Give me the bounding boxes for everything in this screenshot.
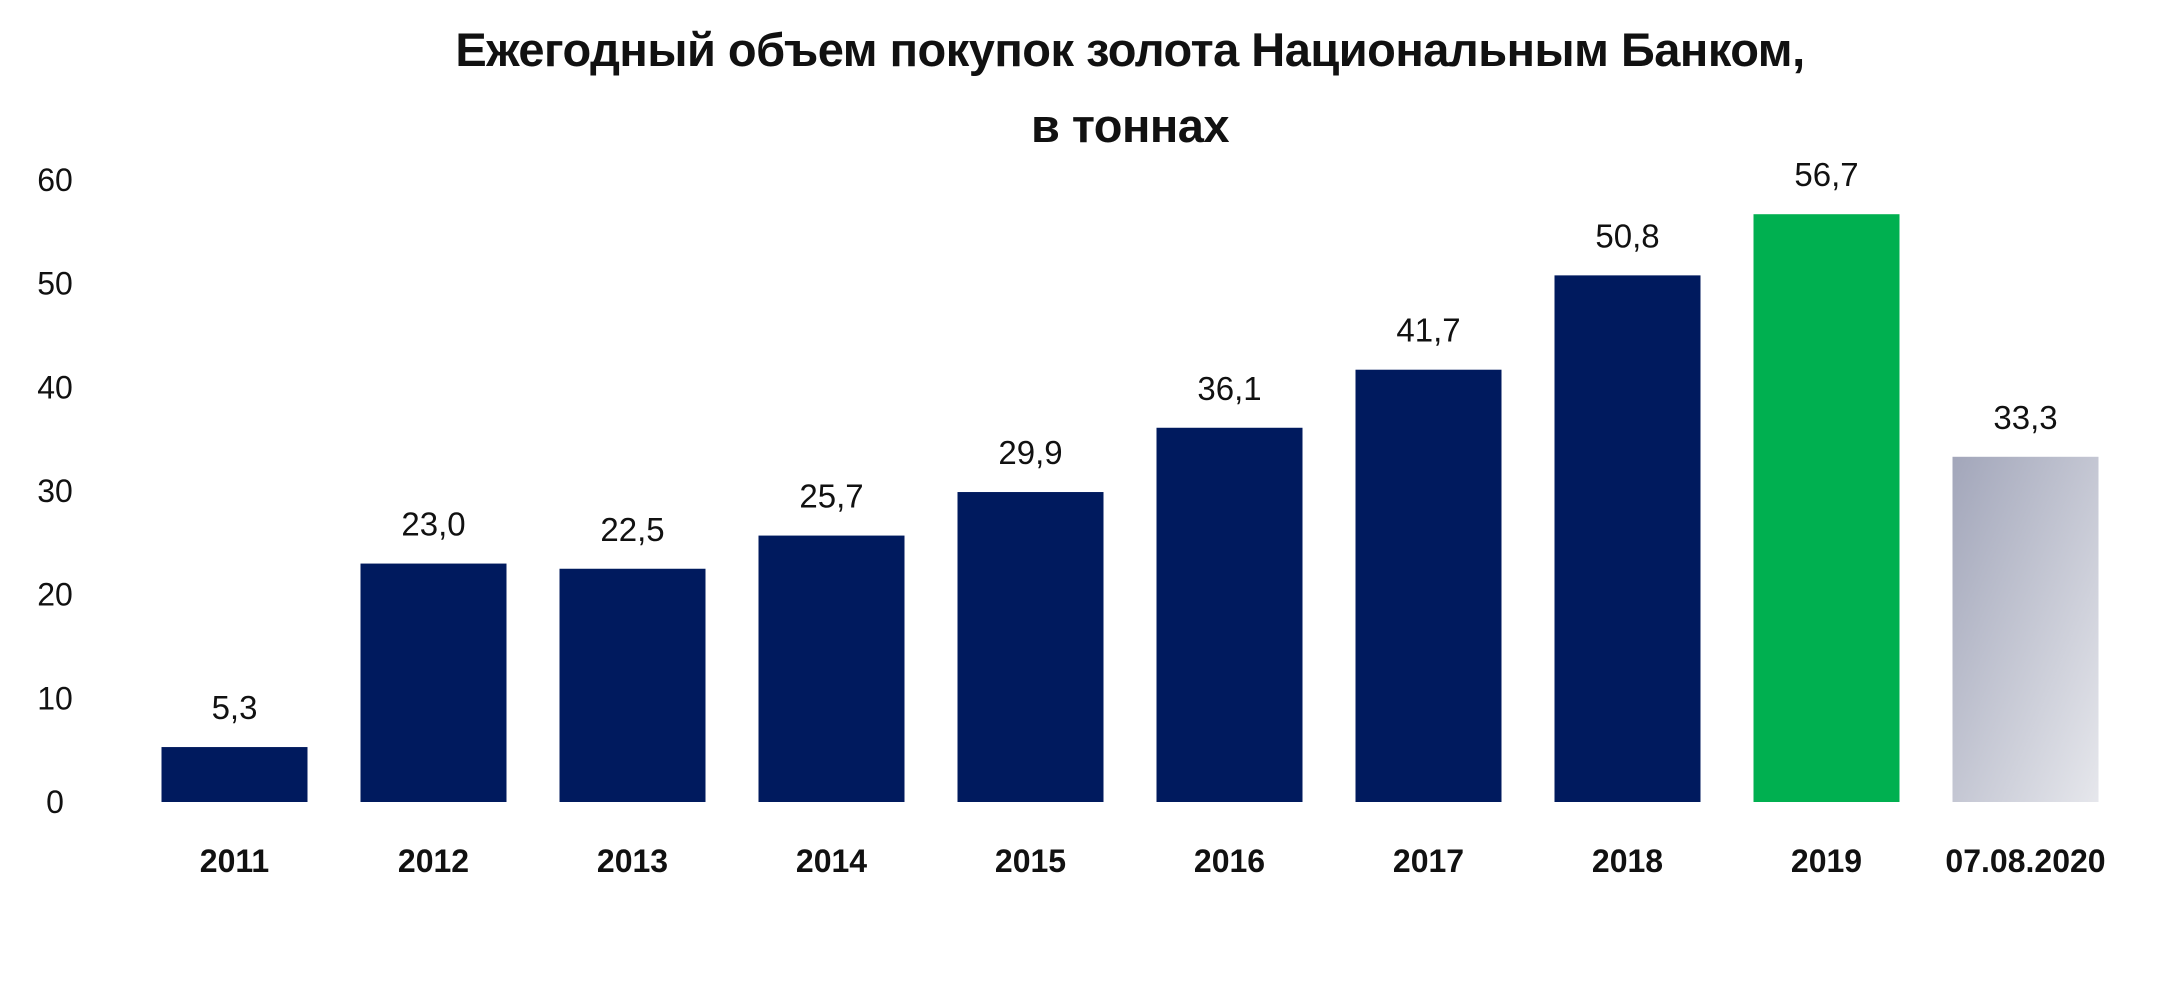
value-labels: 5,3 23,0 22,5 25,7 29,9 36,1 41,7 50,8 56,7 33,3 xyxy=(212,156,2058,726)
data-label: 56,7 xyxy=(1794,156,1858,193)
data-label: 33,3 xyxy=(1993,399,2057,436)
y-tick-label: 50 xyxy=(37,266,73,302)
x-tick-label: 2017 xyxy=(1393,843,1464,879)
bar xyxy=(161,747,308,802)
bar xyxy=(559,568,706,802)
x-tick-label: 2019 xyxy=(1791,843,1862,879)
x-tick-label: 2011 xyxy=(200,843,269,879)
x-tick-label: 2012 xyxy=(398,843,469,879)
x-tick-label: 2016 xyxy=(1194,843,1265,879)
y-tick-label: 20 xyxy=(37,577,73,613)
data-label: 41,7 xyxy=(1396,312,1460,349)
bar xyxy=(360,563,507,802)
x-tick-label: 2018 xyxy=(1592,843,1663,879)
y-tick-label: 0 xyxy=(46,784,64,820)
y-tick-label: 30 xyxy=(37,473,73,509)
bar xyxy=(1554,275,1701,803)
bar xyxy=(1156,427,1303,802)
x-axis: 2011 2012 2013 2014 2015 2016 2017 2018 2019 07.0… xyxy=(200,843,2106,879)
bar xyxy=(758,535,905,802)
data-label: 50,8 xyxy=(1595,217,1659,254)
x-tick-label: 2013 xyxy=(597,843,668,879)
bar xyxy=(1753,214,1900,802)
data-label: 25,7 xyxy=(799,478,863,515)
x-tick-label: 2014 xyxy=(796,843,867,879)
data-label: 29,9 xyxy=(998,434,1062,471)
bar xyxy=(1952,456,2099,802)
x-tick-label: 07.08.2020 xyxy=(1945,843,2105,879)
data-label: 36,1 xyxy=(1197,370,1261,407)
y-tick-label: 40 xyxy=(37,369,73,405)
chart-title: Ежегодный объем покупок золота Националь… xyxy=(455,23,1805,76)
bar xyxy=(1355,369,1502,802)
y-axis: 0 10 20 30 40 50 60 xyxy=(37,162,73,820)
chart-subtitle: в тоннах xyxy=(1030,99,1230,152)
bars xyxy=(161,214,2099,803)
data-label: 23,0 xyxy=(401,506,465,543)
data-label: 5,3 xyxy=(212,689,258,726)
y-tick-label: 10 xyxy=(37,680,73,716)
data-label: 22,5 xyxy=(600,511,664,548)
y-tick-label: 60 xyxy=(37,162,73,198)
bar xyxy=(957,492,1104,802)
x-tick-label: 2015 xyxy=(995,843,1066,879)
